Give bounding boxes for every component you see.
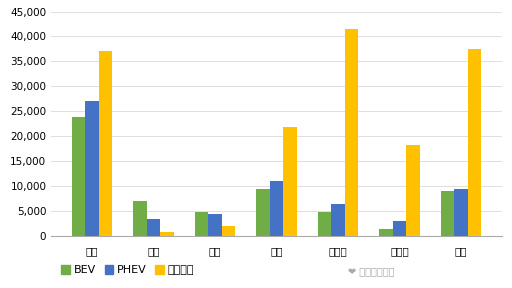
Bar	[85, 101, 99, 236]
Text: ❤ 汽车电子设计: ❤ 汽车电子设计	[348, 266, 395, 276]
Bar	[317, 212, 331, 236]
Bar	[208, 214, 222, 236]
Bar	[160, 232, 174, 236]
Bar	[379, 229, 393, 236]
Bar	[393, 221, 406, 236]
Bar	[147, 219, 160, 236]
Bar	[406, 145, 420, 236]
Bar	[270, 181, 283, 236]
Bar	[441, 191, 454, 236]
Bar	[331, 204, 345, 236]
Bar	[195, 212, 208, 236]
Bar	[345, 29, 358, 236]
Bar	[133, 201, 147, 236]
Bar	[468, 49, 481, 236]
Bar	[222, 226, 236, 236]
Bar	[256, 189, 270, 236]
Bar	[283, 127, 297, 236]
Bar	[72, 117, 85, 236]
Bar	[99, 52, 112, 236]
Bar	[454, 189, 468, 236]
Legend: BEV, PHEV, 混合动力: BEV, PHEV, 混合动力	[57, 261, 199, 280]
